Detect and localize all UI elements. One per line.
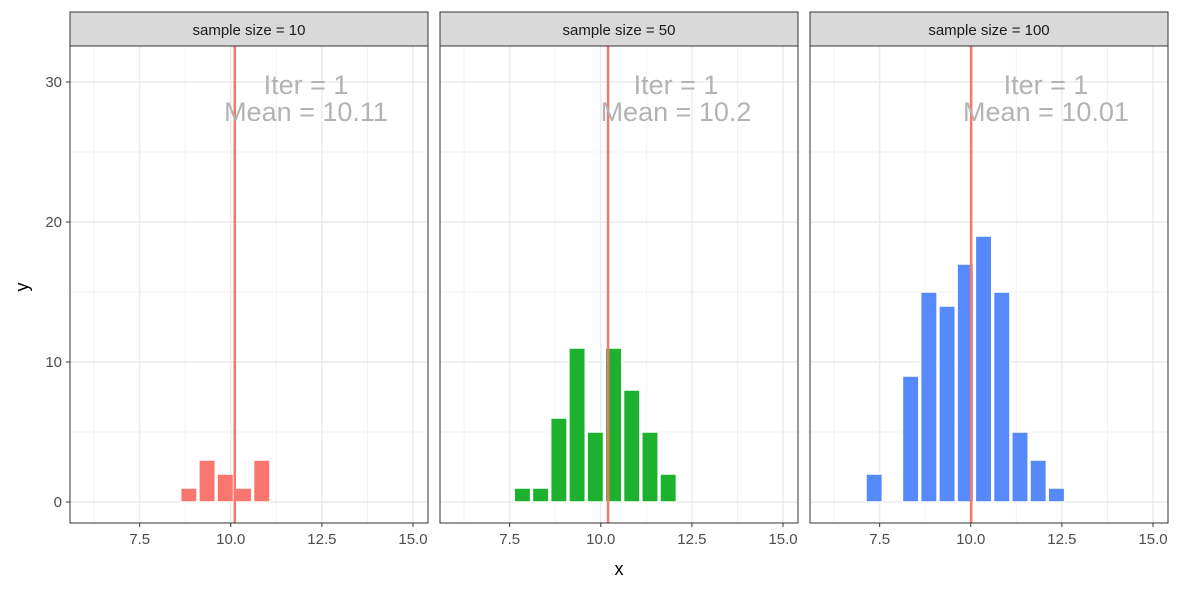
facet-strip — [809, 11, 1169, 47]
histogram-bar — [549, 417, 568, 503]
facet-strip — [69, 11, 429, 47]
x-tick-label: 15.0 — [1138, 531, 1167, 548]
mean-annotation: Mean = 10.2 — [601, 97, 752, 127]
x-tick-label: 10.0 — [586, 531, 615, 548]
x-tick-label: 15.0 — [398, 531, 427, 548]
y-tick-label: 20 — [45, 214, 62, 231]
x-tick-label: 7.5 — [129, 531, 150, 548]
facet-strip-label: sample size = 100 — [928, 22, 1049, 39]
x-tick-label: 10.0 — [956, 531, 985, 548]
histogram-bar — [992, 291, 1011, 503]
histogram-bar — [252, 459, 271, 503]
histogram-bar — [198, 459, 217, 503]
iter-annotation: Iter = 1 — [634, 70, 719, 100]
iter-annotation: Iter = 1 — [264, 70, 349, 100]
histogram-bar — [234, 487, 253, 503]
histogram-bar — [1011, 431, 1029, 503]
iter-annotation: Iter = 1 — [1004, 70, 1089, 100]
histogram-bar — [659, 473, 678, 503]
x-axis-label: x — [615, 559, 624, 579]
x-tick-label: 12.5 — [1047, 531, 1076, 548]
histogram-bar — [604, 347, 623, 503]
histogram-bar — [919, 291, 938, 503]
facet-strip — [439, 11, 799, 47]
histogram-bar — [901, 375, 920, 503]
x-tick-label: 12.5 — [307, 531, 336, 548]
histogram-bar — [865, 473, 884, 503]
mean-annotation: Mean = 10.01 — [963, 97, 1129, 127]
x-tick-label: 7.5 — [499, 531, 520, 548]
histogram-bar — [568, 347, 587, 503]
histogram-bar — [513, 487, 532, 503]
histogram-bar — [622, 389, 641, 503]
histogram-bar — [956, 263, 975, 503]
histogram-bar — [216, 473, 235, 503]
x-tick-label: 12.5 — [677, 531, 706, 548]
histogram-bar — [974, 235, 993, 503]
y-tick-label: 30 — [45, 74, 62, 91]
x-tick-label: 15.0 — [768, 531, 797, 548]
y-axis-label: y — [12, 283, 32, 292]
mean-annotation: Mean = 10.11 — [224, 97, 388, 127]
y-tick-label: 0 — [54, 494, 62, 511]
panel-border — [69, 45, 429, 524]
panel-border — [439, 45, 799, 524]
histogram-bar — [1047, 487, 1066, 503]
panel-background — [70, 46, 428, 523]
histogram-bar — [938, 305, 957, 503]
histogram-bar — [179, 487, 198, 503]
facet-strip-label: sample size = 50 — [563, 22, 676, 39]
facet-strip-label: sample size = 10 — [193, 22, 306, 39]
histogram-bar — [641, 431, 659, 503]
x-tick-label: 10.0 — [216, 531, 245, 548]
panel-border — [809, 45, 1169, 524]
histogram-bar — [586, 431, 605, 503]
histogram-bar — [1029, 459, 1048, 503]
y-tick-label: 10 — [45, 354, 62, 371]
x-tick-label: 7.5 — [869, 531, 890, 548]
histogram-bar — [531, 487, 550, 503]
